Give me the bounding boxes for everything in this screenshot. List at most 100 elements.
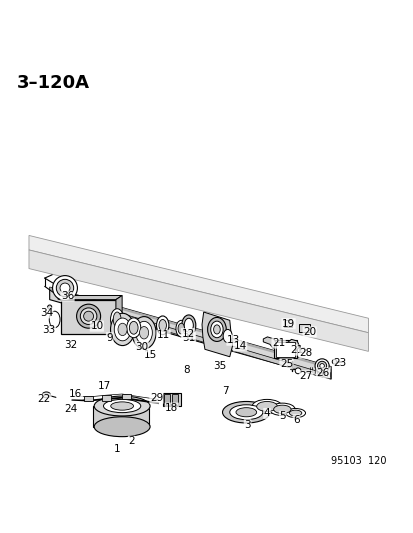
Bar <box>83 395 93 401</box>
Ellipse shape <box>289 410 301 416</box>
Bar <box>275 342 294 357</box>
Ellipse shape <box>49 311 60 328</box>
Polygon shape <box>29 250 368 351</box>
Bar <box>298 325 310 332</box>
Text: 10: 10 <box>90 321 103 331</box>
Polygon shape <box>50 287 330 369</box>
Text: 9: 9 <box>106 333 113 343</box>
Ellipse shape <box>269 403 294 416</box>
Text: 6: 6 <box>292 415 299 425</box>
Ellipse shape <box>52 276 77 301</box>
Text: 19: 19 <box>281 319 294 329</box>
Ellipse shape <box>126 318 140 338</box>
Text: 13: 13 <box>226 335 240 345</box>
Ellipse shape <box>235 408 256 417</box>
Text: 95103  120: 95103 120 <box>330 456 386 466</box>
Polygon shape <box>202 312 232 357</box>
Text: 22: 22 <box>38 394 51 404</box>
Ellipse shape <box>135 321 152 344</box>
Ellipse shape <box>94 417 150 437</box>
Ellipse shape <box>76 304 100 328</box>
Ellipse shape <box>252 399 281 414</box>
Text: 21: 21 <box>271 338 285 348</box>
Ellipse shape <box>300 348 304 352</box>
Text: 33: 33 <box>42 325 55 335</box>
Ellipse shape <box>207 318 225 342</box>
Ellipse shape <box>317 361 326 370</box>
Polygon shape <box>29 236 368 333</box>
Ellipse shape <box>139 327 148 339</box>
Ellipse shape <box>132 317 156 349</box>
Ellipse shape <box>129 321 138 334</box>
Text: 16: 16 <box>69 389 82 399</box>
Ellipse shape <box>294 368 300 374</box>
Ellipse shape <box>47 305 52 309</box>
Polygon shape <box>93 406 149 427</box>
Ellipse shape <box>314 359 328 373</box>
Text: 30: 30 <box>135 342 148 352</box>
Text: 29: 29 <box>150 393 163 403</box>
Text: 28: 28 <box>299 348 312 358</box>
Text: 14: 14 <box>233 341 246 351</box>
Ellipse shape <box>285 408 305 418</box>
Text: 5: 5 <box>279 411 285 422</box>
Polygon shape <box>116 295 122 334</box>
Text: 3–120A: 3–120A <box>17 74 89 92</box>
Text: 21: 21 <box>290 345 303 355</box>
Bar <box>121 393 131 399</box>
Text: 31: 31 <box>182 333 195 343</box>
Ellipse shape <box>94 396 150 416</box>
Text: 15: 15 <box>144 350 157 360</box>
Text: 17: 17 <box>97 381 111 391</box>
Ellipse shape <box>113 312 121 327</box>
Bar <box>283 320 292 327</box>
Ellipse shape <box>319 364 324 368</box>
Text: 20: 20 <box>302 327 316 337</box>
Ellipse shape <box>159 319 166 331</box>
Ellipse shape <box>118 323 127 336</box>
Text: 36: 36 <box>61 292 74 301</box>
Text: 32: 32 <box>64 340 78 350</box>
Ellipse shape <box>110 309 123 330</box>
Ellipse shape <box>256 401 277 411</box>
Polygon shape <box>263 337 276 349</box>
Bar <box>162 393 180 407</box>
Text: 27: 27 <box>299 371 312 381</box>
Text: 26: 26 <box>316 368 329 378</box>
Ellipse shape <box>56 279 74 297</box>
Ellipse shape <box>42 392 50 398</box>
Ellipse shape <box>178 323 184 334</box>
Polygon shape <box>287 340 299 351</box>
Ellipse shape <box>176 320 186 337</box>
Text: 1: 1 <box>113 443 120 454</box>
Ellipse shape <box>223 329 232 343</box>
Ellipse shape <box>110 402 133 410</box>
Ellipse shape <box>273 405 290 414</box>
Text: 3: 3 <box>244 419 250 430</box>
Bar <box>164 394 169 405</box>
Bar <box>273 340 296 358</box>
Ellipse shape <box>213 325 220 334</box>
Bar <box>102 395 111 401</box>
Text: 25: 25 <box>279 359 292 369</box>
Polygon shape <box>50 287 330 379</box>
Polygon shape <box>58 295 322 377</box>
Text: 2: 2 <box>128 436 135 446</box>
Text: 18: 18 <box>165 403 178 413</box>
Ellipse shape <box>229 405 262 419</box>
Ellipse shape <box>83 311 93 321</box>
Ellipse shape <box>222 401 269 423</box>
Text: 11: 11 <box>157 330 170 340</box>
Text: 24: 24 <box>64 403 78 414</box>
Ellipse shape <box>332 359 336 364</box>
Text: 4: 4 <box>263 408 270 418</box>
Bar <box>61 300 116 334</box>
Ellipse shape <box>60 283 70 293</box>
Text: 8: 8 <box>183 365 189 375</box>
Ellipse shape <box>110 313 134 345</box>
Text: 7: 7 <box>222 386 228 395</box>
Text: 23: 23 <box>333 358 346 368</box>
Ellipse shape <box>184 318 193 333</box>
Ellipse shape <box>103 399 140 413</box>
Text: 34: 34 <box>40 308 53 318</box>
